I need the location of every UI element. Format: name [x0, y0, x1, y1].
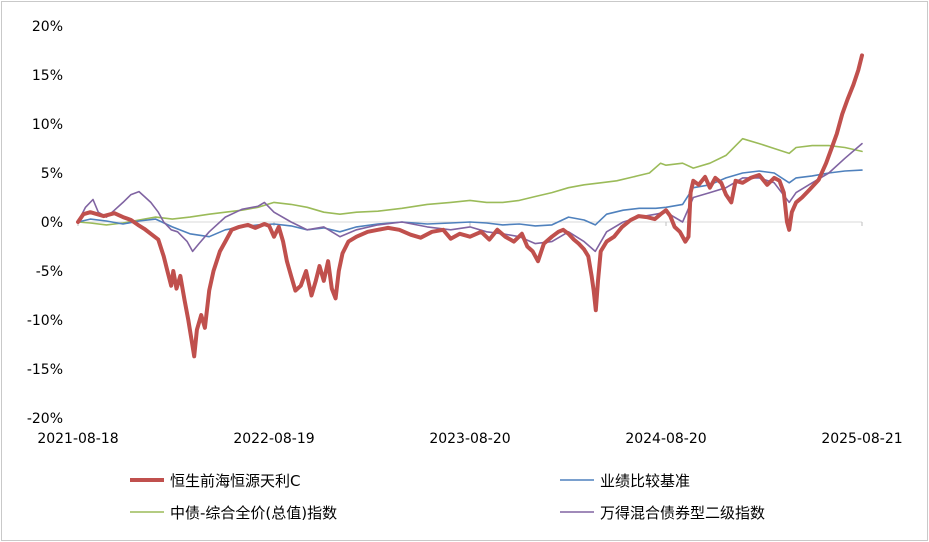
series-layer	[76, 53, 864, 359]
y-axis: 20% 15% 10% 5% 0% -5% -10% -15% -20%	[27, 19, 63, 427]
y-tick-label: -10%	[27, 313, 63, 329]
legend-label-1: 业绩比较基准	[600, 472, 690, 490]
series-line-2	[77, 137, 863, 226]
y-tick-label: -20%	[27, 411, 63, 427]
x-tick-label: 2022-08-19	[233, 431, 314, 447]
x-tick-label: 2023-08-20	[429, 431, 510, 447]
series-line-0	[76, 53, 864, 359]
legend-label-0: 恒生前海恒源天利C	[170, 472, 300, 490]
y-tick-label: 0%	[41, 215, 63, 231]
x-tick-label: 2025-08-21	[821, 431, 902, 447]
y-tick-label: 20%	[32, 19, 63, 35]
legend-label-2: 中债-综合全价(总值)指数	[170, 504, 337, 522]
series-line-1	[77, 169, 863, 238]
x-tick-label: 2024-08-20	[625, 431, 706, 447]
series-line-3	[77, 142, 863, 253]
x-tick-label: 2021-08-18	[37, 431, 118, 447]
y-tick-label: 15%	[32, 68, 63, 84]
y-tick-label: 5%	[41, 166, 63, 182]
legend-label-3: 万得混合债券型二级指数	[600, 504, 765, 522]
y-tick-label: -5%	[36, 264, 63, 280]
x-axis: 2021-08-18 2022-08-19 2023-08-20 2024-08-20…	[37, 221, 903, 447]
y-tick-label: 10%	[32, 117, 63, 133]
y-tick-label: -15%	[27, 362, 63, 378]
